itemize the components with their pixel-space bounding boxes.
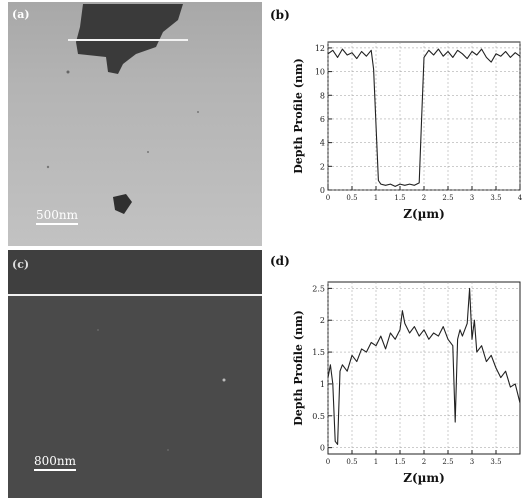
chart-b-xlabel: Z(µm) (403, 207, 445, 221)
scan-line-c (8, 294, 262, 296)
chart-d-ytick-label-2: 1 (320, 380, 325, 389)
afm-image-c-svg (8, 250, 262, 498)
chart-d-series-line-0 (327, 287, 521, 445)
chart-d-ylabel: Depth Profile (nm) (292, 310, 305, 426)
dark-particle-shape (113, 194, 132, 214)
chart-b-xtick-label-6: 3 (470, 194, 474, 202)
chart-d-xtick-label-5: 2.5 (442, 458, 453, 466)
chart-b-ytick-label-6: 12 (315, 44, 325, 53)
chart-b-ytick-label-4: 8 (320, 91, 325, 100)
chart-d-ytick-label-0: 0 (320, 444, 325, 453)
chart-d-ytick-label-5: 2.5 (312, 284, 325, 293)
chart-b-xtick-label-2: 1 (374, 194, 378, 202)
chart-d-xtick-label-1: 0.5 (346, 458, 357, 466)
afm-image-a: (a) 500nm (8, 2, 262, 246)
chart-b-series-line-0 (327, 48, 521, 187)
scalebar-a-text: 500nm (36, 208, 79, 222)
scan-line-a (68, 39, 188, 41)
chart-d-ytick-label-4: 2 (320, 316, 325, 325)
chart-b-ytick-label-3: 6 (320, 115, 325, 124)
chart-b-xtick-label-3: 1.5 (394, 194, 405, 202)
scalebar-a: 500nm (36, 208, 79, 225)
panel-label-c: (c) (12, 258, 30, 271)
chart-d-ytick-label-1: 0.5 (312, 412, 325, 421)
chart-b-ytick-label-2: 4 (320, 139, 325, 148)
depth-profile-chart-d: 0 0.5 1 1.5 2 2.5 0 0.5 1 1.5 2 2.5 3 3.5 Z(µm) Depth P… (292, 281, 521, 485)
chart-b-xtick-label-4: 2 (422, 194, 426, 202)
chart-d-xtick-label-4: 2 (422, 458, 426, 466)
chart-b-ytick-label-0: 0 (320, 186, 325, 195)
panel-label-b: (b) (270, 8, 290, 22)
chart-d-xtick-label-7: 3.5 (490, 458, 501, 466)
chart-d-xtick-label-2: 1 (374, 458, 378, 466)
chart-b-ylabel: Depth Profile (nm) (292, 58, 305, 174)
afm-image-c: (c) 800nm (8, 250, 262, 498)
scalebar-c: 800nm (34, 454, 77, 471)
panel-label-a: (a) (12, 8, 30, 21)
panel-label-d: (d) (270, 254, 290, 268)
chart-b-xtick-label-5: 2.5 (442, 194, 453, 202)
chart-b-xtick-label-0: 0 (326, 194, 330, 202)
chart-d-xtick-label-6: 3 (470, 458, 474, 466)
chart-b-ytick-label-1: 2 (320, 162, 325, 171)
chart-d-xtick-label-0: 0 (326, 458, 330, 466)
chart-b-xtick-label-8: 4 (518, 194, 523, 202)
chart-d-xlabel: Z(µm) (403, 471, 445, 485)
scalebar-c-text: 800nm (34, 454, 77, 468)
chart-d-ytick-label-3: 1.5 (312, 348, 325, 357)
scalebar-c-bar (34, 469, 77, 471)
scalebar-a-bar (36, 223, 79, 225)
depth-profile-chart-b: 0 2 4 6 8 10 12 0 0.5 1 1.5 2 2.5 3 3.5 4 Z(µm) Depth Pro… (292, 41, 523, 221)
chart-b-ytick-label-5: 10 (315, 68, 325, 77)
chart-d-xtick-label-3: 1.5 (394, 458, 405, 466)
chart-b-xtick-label-1: 0.5 (346, 194, 357, 202)
chart-b-xtick-label-7: 3.5 (490, 194, 501, 202)
